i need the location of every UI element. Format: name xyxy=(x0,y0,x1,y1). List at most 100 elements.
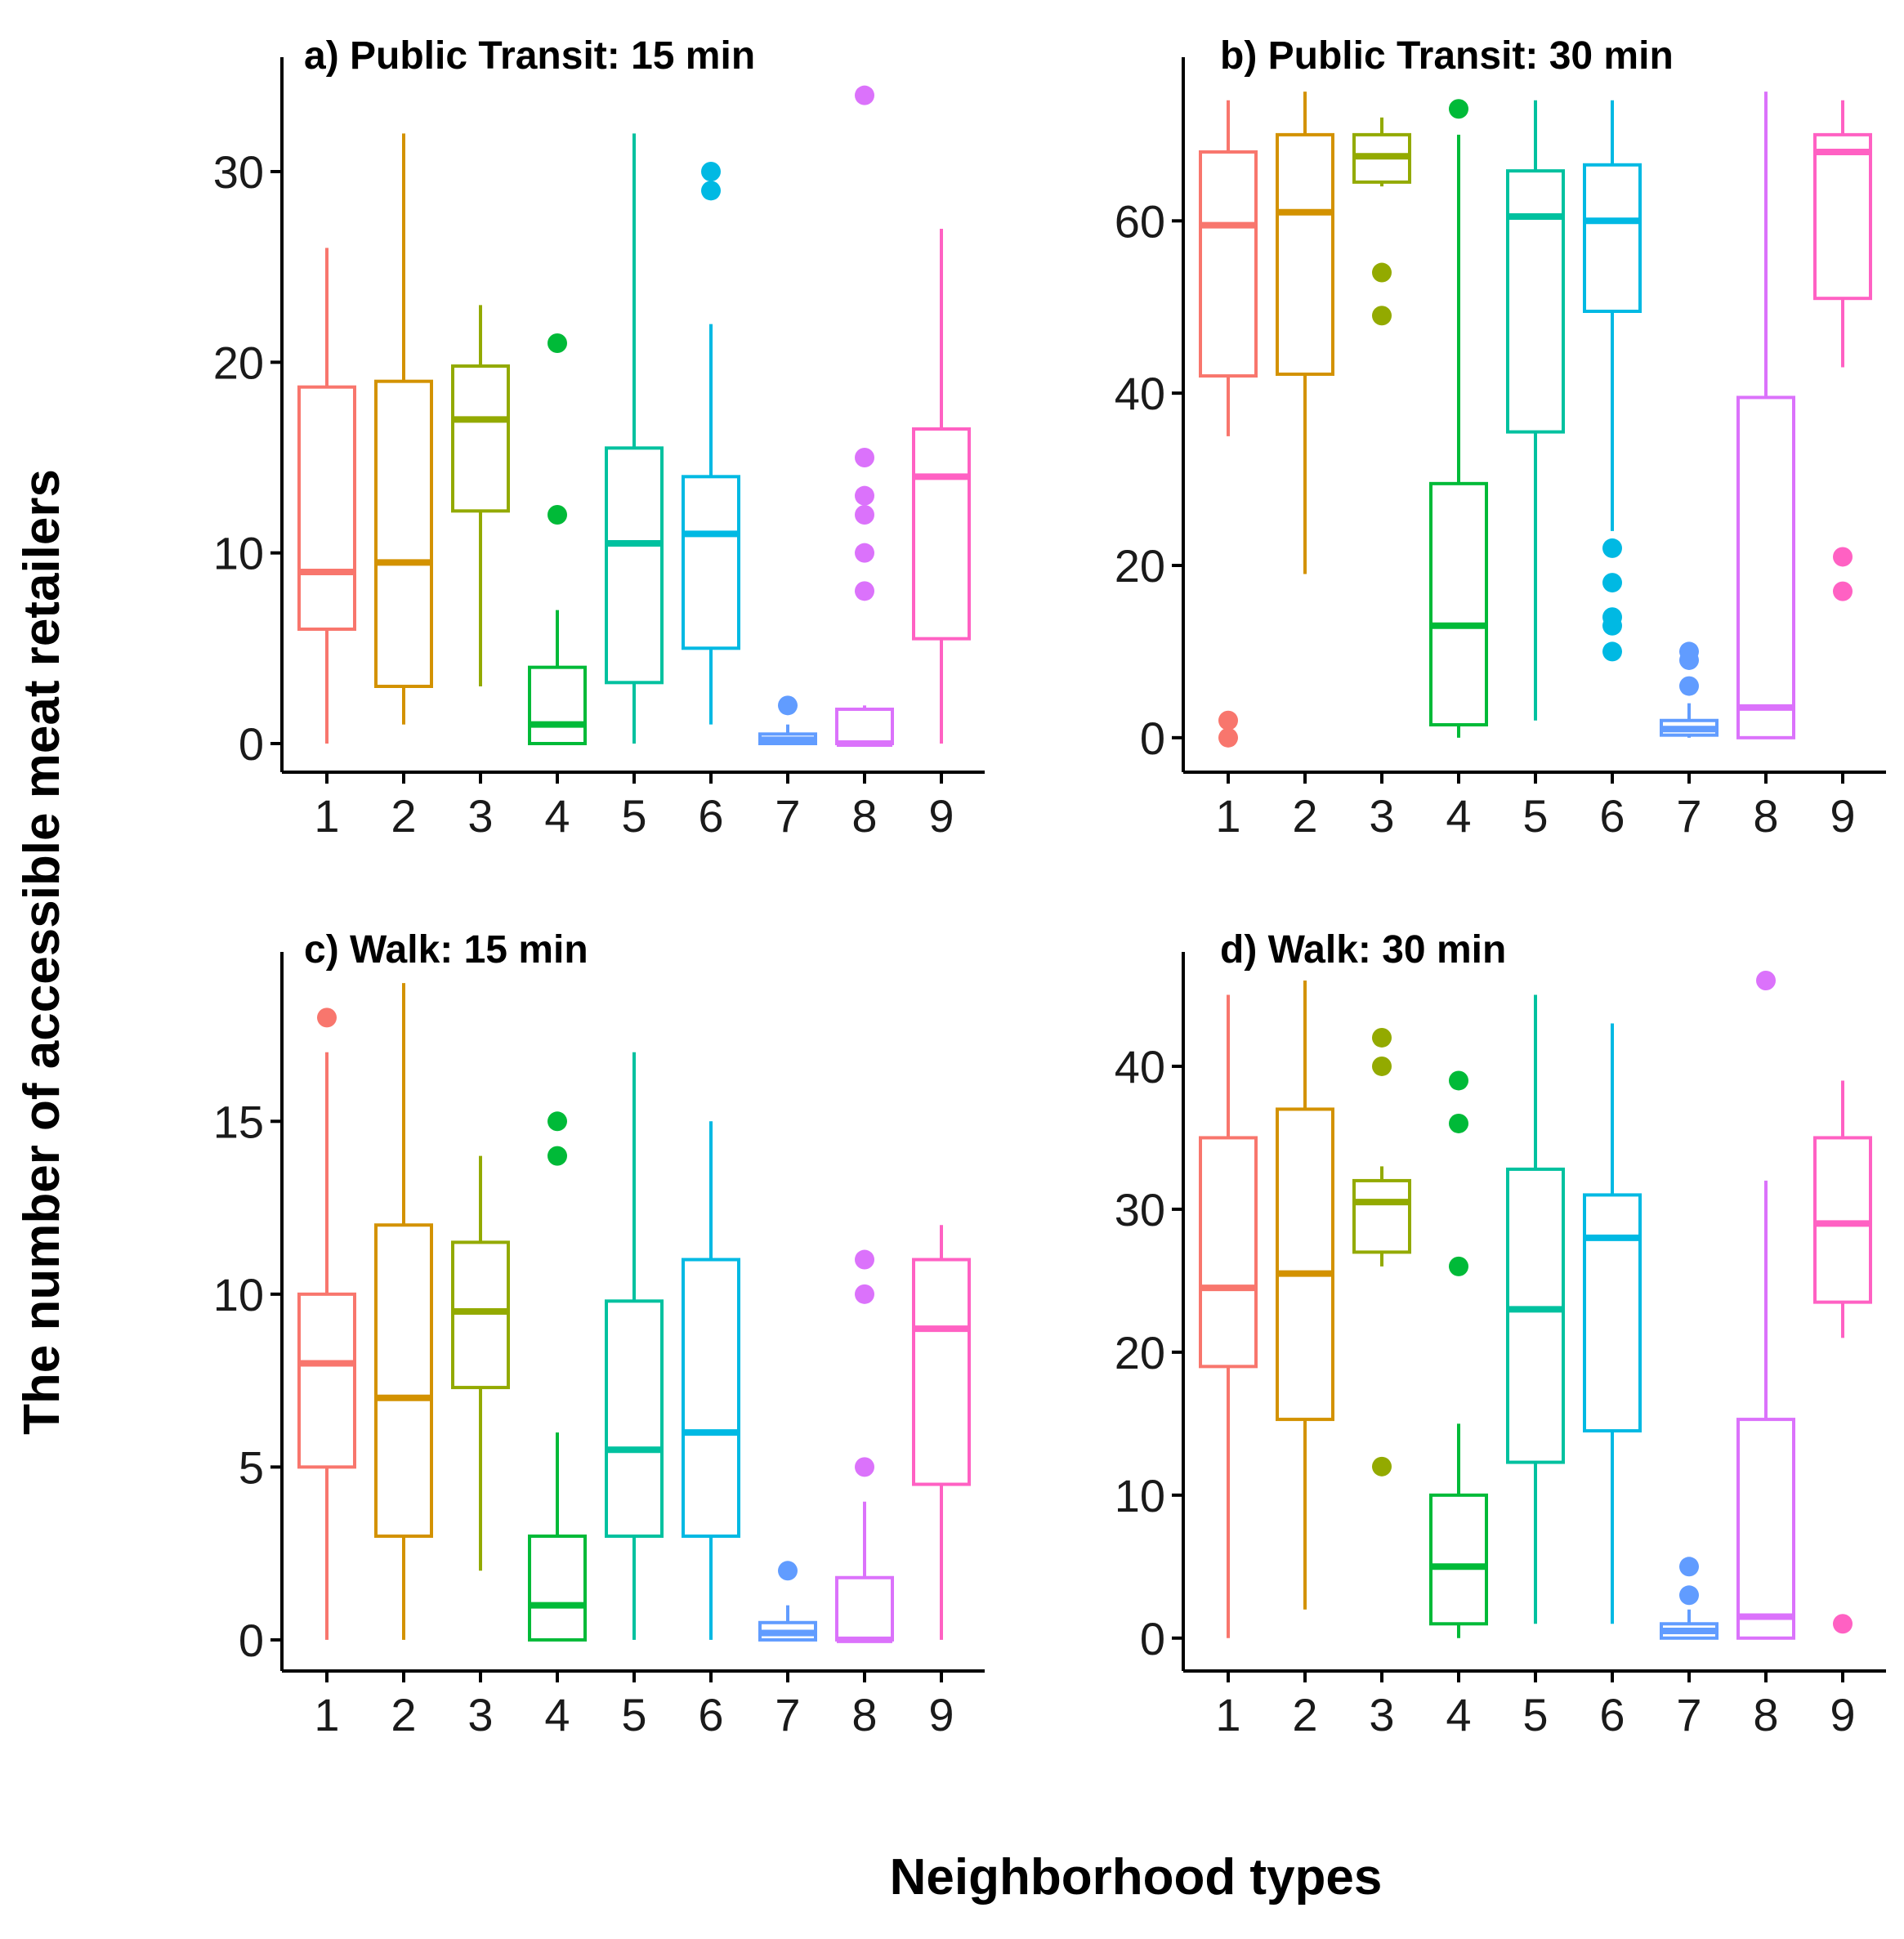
box xyxy=(297,1292,356,1469)
x-tick-label: 8 xyxy=(851,1689,877,1740)
box xyxy=(682,475,740,650)
outlier-point xyxy=(701,181,721,201)
outlier-point xyxy=(1833,1614,1853,1634)
x-tick-label: 9 xyxy=(928,790,954,842)
box xyxy=(1583,163,1642,313)
outlier-point xyxy=(1679,1585,1699,1606)
box xyxy=(1429,481,1488,727)
y-tick-label: 20 xyxy=(213,337,264,388)
box-group-a-1 xyxy=(297,248,356,744)
x-tick-label: 6 xyxy=(698,1689,723,1740)
box-group-a-6 xyxy=(682,162,740,725)
box xyxy=(451,364,510,513)
panel-b: b) Public Transit: 30 min 0 20 40 60 1 2 3 4 5 6 7 8… xyxy=(1115,34,1886,842)
outlier-point xyxy=(855,448,874,467)
panel-title-d: d) Walk: 30 min xyxy=(1220,928,1506,972)
outlier-point xyxy=(1679,676,1699,696)
outlier-point xyxy=(1602,607,1622,628)
y-tick-label: 20 xyxy=(1115,540,1165,592)
x-tick-label: 3 xyxy=(467,1689,493,1740)
outlier-point xyxy=(1449,1256,1468,1276)
x-tick-label: 9 xyxy=(928,1689,954,1740)
outlier-point xyxy=(855,543,874,563)
x-tick-label: 2 xyxy=(391,1689,416,1740)
x-tick-label: 3 xyxy=(1369,790,1394,842)
outlier-point xyxy=(855,581,874,601)
box-group-a-8 xyxy=(835,85,894,747)
box xyxy=(374,1223,433,1538)
box xyxy=(835,708,894,745)
box xyxy=(912,427,971,641)
outlier-point xyxy=(1602,573,1622,593)
box-group-d-1 xyxy=(1199,994,1258,1638)
box xyxy=(451,1240,510,1390)
box-group-b-2 xyxy=(1276,92,1334,574)
box-group-b-6 xyxy=(1583,100,1642,662)
outlier-point xyxy=(548,505,567,525)
box-group-d-3 xyxy=(1352,1027,1411,1477)
outlier-point xyxy=(1679,641,1699,662)
box-group-d-8 xyxy=(1736,970,1795,1640)
box xyxy=(1276,132,1334,376)
outlier-point xyxy=(1602,641,1622,662)
box-group-b-4 xyxy=(1429,99,1488,738)
box-group-c-3 xyxy=(451,1155,510,1571)
y-tick-label: 10 xyxy=(213,1269,264,1320)
x-tick-label: 7 xyxy=(775,1689,800,1740)
box-group-b-1 xyxy=(1199,100,1258,748)
box-group-d-7 xyxy=(1660,1557,1719,1640)
x-tick-label: 1 xyxy=(1215,790,1240,842)
y-tick-label: 0 xyxy=(1140,713,1165,764)
box xyxy=(1506,1167,1565,1464)
x-tick-label: 5 xyxy=(1522,790,1548,842)
outlier-point xyxy=(548,1111,567,1132)
y-tick-label: 0 xyxy=(239,1615,264,1666)
outlier-point xyxy=(701,162,721,181)
y-tick-label: 40 xyxy=(1115,368,1165,419)
box-group-b-7 xyxy=(1660,641,1719,738)
outlier-point xyxy=(1372,306,1392,326)
box-group-b-5 xyxy=(1506,100,1565,721)
box-group-b-9 xyxy=(1813,100,1872,601)
x-tick-label: 9 xyxy=(1830,790,1855,842)
x-tick-label: 2 xyxy=(1292,790,1317,842)
box xyxy=(605,1299,664,1539)
box-group-a-7 xyxy=(758,695,817,745)
box xyxy=(528,665,587,746)
x-tick-label: 6 xyxy=(1599,1689,1625,1740)
outlier-point xyxy=(1372,1056,1392,1076)
box xyxy=(1276,1107,1334,1422)
box-group-a-3 xyxy=(451,305,510,686)
y-tick-label: 5 xyxy=(239,1441,264,1493)
x-tick-label: 8 xyxy=(1753,790,1778,842)
y-tick-label: 15 xyxy=(213,1096,264,1147)
outlier-point xyxy=(855,1457,874,1477)
outlier-point xyxy=(855,85,874,105)
outlier-point xyxy=(1449,1070,1468,1091)
box xyxy=(528,1535,587,1642)
x-tick-label: 6 xyxy=(1599,790,1625,842)
box-group-d-4 xyxy=(1429,1070,1488,1638)
box xyxy=(1199,150,1258,378)
outlier-point xyxy=(1679,1557,1699,1577)
y-tick-label: 20 xyxy=(1115,1327,1165,1378)
box xyxy=(374,379,433,688)
box xyxy=(1429,1493,1488,1626)
x-tick-label: 5 xyxy=(621,1689,646,1740)
x-tick-label: 7 xyxy=(1676,1689,1701,1740)
outlier-point xyxy=(1372,1027,1392,1048)
outlier-point xyxy=(855,1284,874,1304)
x-tick-label: 4 xyxy=(1446,1689,1471,1740)
outlier-point xyxy=(1449,99,1468,119)
box-group-a-9 xyxy=(912,229,971,744)
x-tick-label: 5 xyxy=(621,790,646,842)
box-group-c-1 xyxy=(297,1007,356,1640)
box xyxy=(605,446,664,685)
x-tick-label: 6 xyxy=(698,790,723,842)
outlier-point xyxy=(855,485,874,506)
outlier-point xyxy=(1218,710,1238,730)
outlier-point xyxy=(778,1561,798,1581)
